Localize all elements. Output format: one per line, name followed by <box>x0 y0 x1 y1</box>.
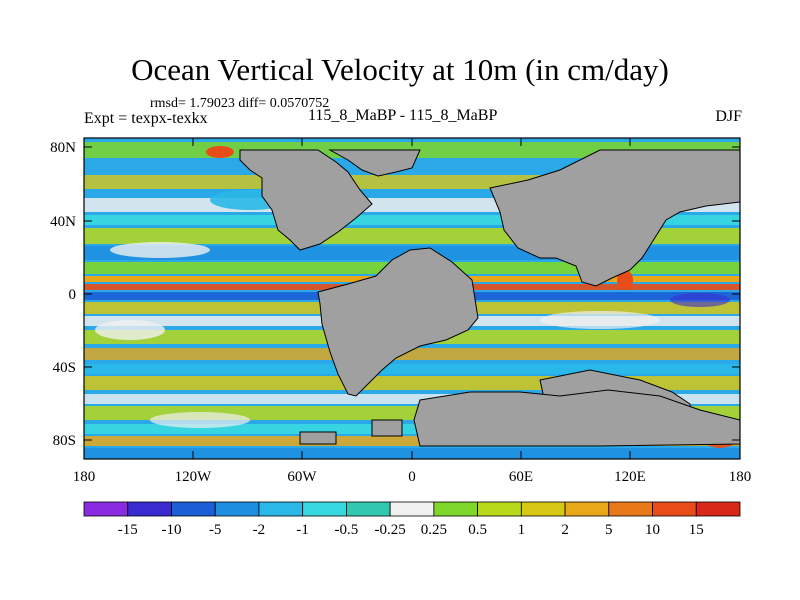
colorbar-labels: -15 -10 -5 -2 -1 -0.5 -0.25 0.25 0.5 1 2 5 10 15 <box>118 522 704 538</box>
colorbar-box <box>83 501 129 517</box>
lat-label: 0 <box>69 287 77 303</box>
colorbar-label: 1 <box>518 522 526 538</box>
colorbar-box <box>127 501 172 517</box>
colorbar-box <box>608 501 653 517</box>
colorbar-box <box>345 501 391 517</box>
colorbar-box <box>652 501 697 517</box>
lon-label: 180 <box>73 469 96 485</box>
colorbar-box <box>564 501 610 517</box>
colorbar-box <box>302 501 347 517</box>
colorbar-label: -5 <box>209 522 222 538</box>
lat-labels: 80N 40N 0 40S 80S <box>50 140 76 449</box>
colorbar-label: 2 <box>561 522 569 538</box>
colorbar-box <box>171 501 216 517</box>
lon-label: 60E <box>509 469 533 485</box>
colorbar <box>83 501 741 517</box>
colorbar-label: -2 <box>253 522 266 538</box>
stats-line: rmsd= 1.79023 diff= 0.0570752 <box>150 96 330 111</box>
colorbar-label: 5 <box>605 522 613 538</box>
colorbar-box <box>520 501 566 517</box>
experiment-label: Expt = texpx-texkx <box>84 110 208 127</box>
lon-label: 180 <box>729 469 752 485</box>
land-masses <box>239 149 740 447</box>
season-label: DJF <box>715 108 742 125</box>
colorbar-label: -0.5 <box>335 522 359 538</box>
lon-label: 120W <box>175 469 213 485</box>
lon-label: 120E <box>614 469 646 485</box>
colorbar-label: 0.25 <box>421 522 447 538</box>
colorbar-box <box>477 501 522 517</box>
lon-label: 0 <box>408 469 416 485</box>
colorbar-label: -15 <box>118 522 138 538</box>
lon-labels: 180 120W 60W 0 60E 120E 180 <box>73 469 752 485</box>
colorbar-box <box>695 501 741 517</box>
colorbar-box <box>258 501 304 517</box>
north-america <box>239 149 373 251</box>
runs-label: 115_8_MaBP - 115_8_MaBP <box>308 107 498 124</box>
colorbar-box <box>214 501 260 517</box>
colorbar-label: 15 <box>689 522 704 538</box>
antarctica <box>413 389 740 447</box>
colorbar-label: 0.5 <box>468 522 487 538</box>
lat-label: 80S <box>53 433 76 449</box>
colorbar-label: -10 <box>161 522 181 538</box>
lat-label: 80N <box>50 140 76 156</box>
lon-label: 60W <box>287 469 317 485</box>
south-america <box>317 247 479 397</box>
colorbar-box <box>433 501 479 517</box>
lat-label: 40N <box>50 214 76 230</box>
colorbar-label: -1 <box>296 522 309 538</box>
lat-label: 40S <box>53 360 76 376</box>
axis-ticks <box>83 138 741 459</box>
colorbar-label: -0.25 <box>375 522 406 538</box>
plot-title: Ocean Vertical Velocity at 10m (in cm/da… <box>131 52 669 87</box>
colorbar-box <box>389 501 435 517</box>
africa-eurasia <box>489 149 740 287</box>
colorbar-label: 10 <box>645 522 660 538</box>
